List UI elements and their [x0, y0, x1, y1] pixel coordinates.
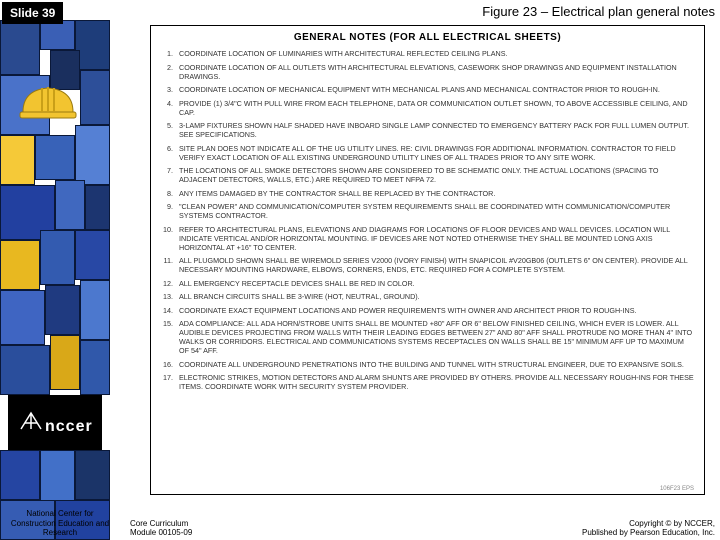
note-item: 9."Clean power" and communication/comput…	[161, 202, 694, 220]
note-number: 8.	[161, 189, 179, 198]
note-text: Coordinate exact equipment locations and…	[179, 306, 694, 315]
mosaic-tile	[0, 20, 40, 75]
note-number: 14.	[161, 306, 179, 315]
footer-org: National Center for Construction Educati…	[5, 509, 115, 538]
note-text: Any items damaged by the contractor shal…	[179, 189, 694, 198]
copyright-line1: Copyright © by NCCER,	[535, 519, 715, 529]
copyright-line2: Published by Pearson Education, Inc.	[535, 528, 715, 538]
note-item: 17.Electronic strikes, motion detectors …	[161, 373, 694, 391]
note-item: 8.Any items damaged by the contractor sh…	[161, 189, 694, 198]
figure-signature: 106F23 EPS	[660, 486, 694, 492]
mosaic-tile	[40, 230, 75, 285]
note-text: All branch circuits shall be 3-wire (hot…	[179, 292, 694, 301]
note-number: 7.	[161, 166, 179, 184]
note-text: "Clean power" and communication/computer…	[179, 202, 694, 220]
note-text: The locations of all smoke detectors sho…	[179, 166, 694, 184]
figure-title: Figure 23 – Electrical plan general note…	[482, 4, 715, 19]
note-text: 3-lamp fixtures shown half shaded have i…	[179, 121, 694, 139]
note-item: 6.Site plan does not indicate all of the…	[161, 144, 694, 162]
footer-module: Core Curriculum Module 00105-09	[130, 519, 250, 538]
note-text: Coordinate all underground penetrations …	[179, 360, 694, 369]
note-item: 16.Coordinate all underground penetratio…	[161, 360, 694, 369]
note-item: 15.ADA compliance: all ADA horn/strobe u…	[161, 319, 694, 355]
note-text: Provide (1) 3/4"C with pull wire from ea…	[179, 99, 694, 117]
mosaic-tile	[40, 20, 75, 50]
note-item: 12.All emergency receptacle devices shal…	[161, 279, 694, 288]
footer-module-id: Module 00105-09	[130, 528, 250, 538]
mosaic-tile	[50, 335, 80, 390]
footer-curriculum: Core Curriculum	[130, 519, 250, 529]
slide-number-badge: Slide 39	[2, 2, 63, 24]
note-text: Electronic strikes, motion detectors and…	[179, 373, 694, 391]
note-text: ADA compliance: all ADA horn/strobe unit…	[179, 319, 694, 355]
note-number: 13.	[161, 292, 179, 301]
notes-heading: GENERAL NOTES (FOR ALL ELECTRICAL SHEETS…	[161, 32, 694, 43]
note-text: All plugmold shown shall be Wiremold ser…	[179, 256, 694, 274]
note-number: 5.	[161, 121, 179, 139]
mosaic-tile	[0, 290, 45, 345]
note-text: Coordinate location of luminaries with a…	[179, 49, 694, 58]
note-number: 16.	[161, 360, 179, 369]
note-number: 17.	[161, 373, 179, 391]
footer-copyright: Copyright © by NCCER, Published by Pears…	[535, 519, 715, 538]
mosaic-tile	[75, 230, 110, 280]
note-number: 3.	[161, 85, 179, 94]
general-notes-box: GENERAL NOTES (FOR ALL ELECTRICAL SHEETS…	[150, 25, 705, 495]
logo-text: nccer	[45, 418, 93, 435]
hardhat-icon	[18, 80, 78, 125]
note-item: 7.The locations of all smoke detectors s…	[161, 166, 694, 184]
note-number: 15.	[161, 319, 179, 355]
note-item: 11.All plugmold shown shall be Wiremold …	[161, 256, 694, 274]
note-number: 6.	[161, 144, 179, 162]
mosaic-tile	[0, 135, 35, 185]
note-number: 1.	[161, 49, 179, 58]
mosaic-tile	[80, 280, 110, 340]
footer: National Center for Construction Educati…	[0, 502, 720, 540]
note-text: Site plan does not indicate all of the U…	[179, 144, 694, 162]
note-item: 13.All branch circuits shall be 3-wire (…	[161, 292, 694, 301]
notes-list: 1.Coordinate location of luminaries with…	[161, 49, 694, 391]
note-text: Coordinate location of mechanical equipm…	[179, 85, 694, 94]
note-item: 1.Coordinate location of luminaries with…	[161, 49, 694, 58]
mosaic-tile	[35, 135, 75, 180]
content-area: Figure 23 – Electrical plan general note…	[120, 0, 720, 540]
note-text: Refer to architectural plans, elevations…	[179, 225, 694, 252]
mosaic-tile	[75, 125, 110, 185]
note-number: 9.	[161, 202, 179, 220]
note-number: 4.	[161, 99, 179, 117]
mosaic-tile	[0, 450, 40, 500]
note-number: 2.	[161, 63, 179, 81]
note-item: 3.Coordinate location of mechanical equi…	[161, 85, 694, 94]
mosaic-tile	[0, 240, 40, 290]
sidebar: Slide 39 nccer	[0, 0, 110, 540]
note-item: 4.Provide (1) 3/4"C with pull wire from …	[161, 99, 694, 117]
note-number: 11.	[161, 256, 179, 274]
mosaic-tile	[0, 345, 50, 395]
mosaic-tile	[80, 340, 110, 395]
mosaic-tile	[75, 450, 110, 500]
mosaic-tile	[55, 180, 85, 230]
note-number: 10.	[161, 225, 179, 252]
note-item: 10.Refer to architectural plans, elevati…	[161, 225, 694, 252]
mosaic-tile	[75, 20, 110, 70]
mosaic-tile	[40, 450, 75, 505]
note-item: 2.Coordinate location of all outlets wit…	[161, 63, 694, 81]
note-text: Coordinate location of all outlets with …	[179, 63, 694, 81]
note-item: 5.3-lamp fixtures shown half shaded have…	[161, 121, 694, 139]
note-item: 14.Coordinate exact equipment locations …	[161, 306, 694, 315]
mosaic-tile	[85, 185, 110, 230]
mosaic-tile	[45, 285, 80, 335]
note-text: All emergency receptacle devices shall b…	[179, 279, 694, 288]
nccer-logo: nccer	[8, 395, 102, 450]
note-number: 12.	[161, 279, 179, 288]
mosaic-tile	[80, 70, 110, 125]
